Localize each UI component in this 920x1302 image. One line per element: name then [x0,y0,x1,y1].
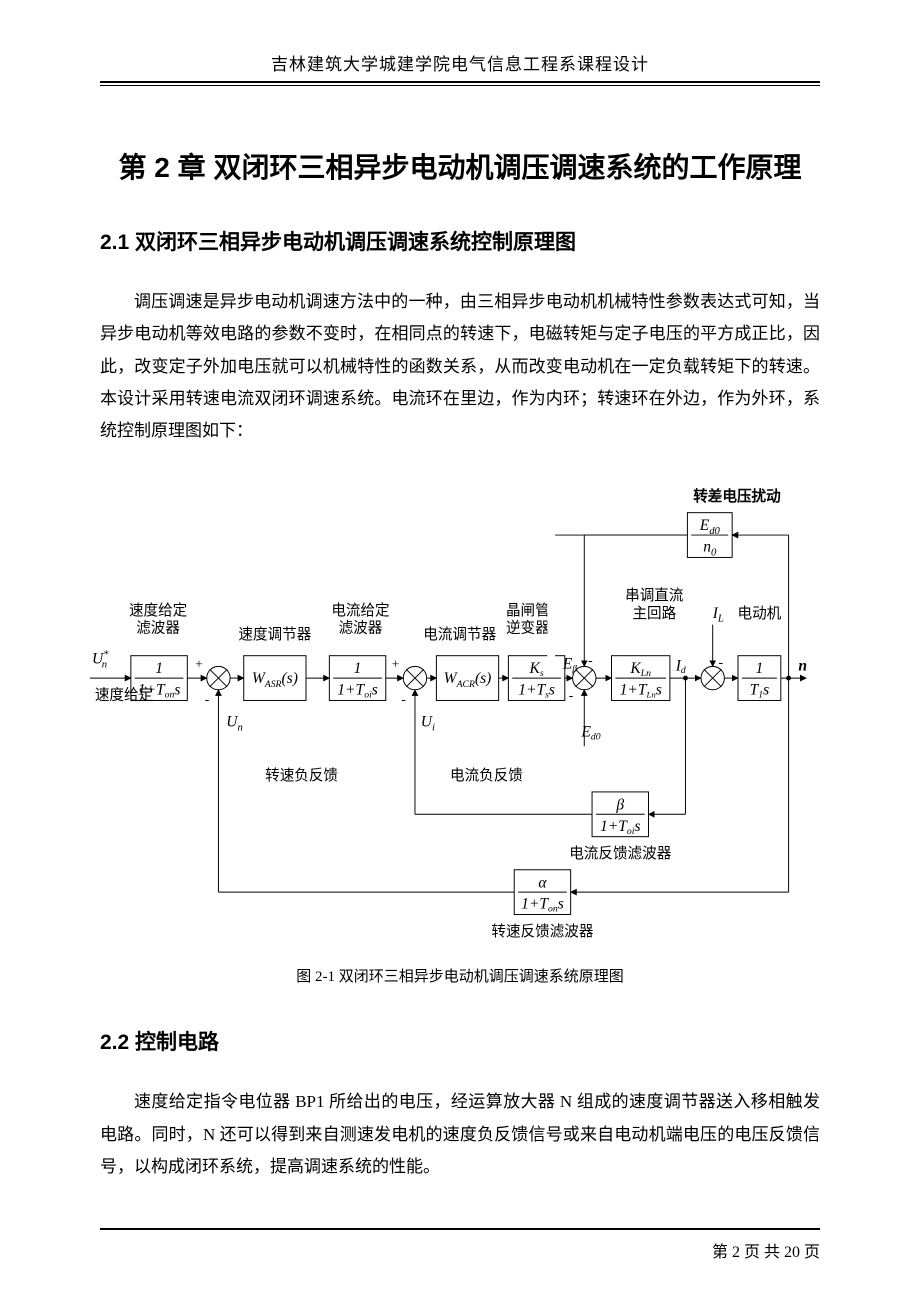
section-2-1-title: 2.1 双闭环三相异步电动机调压调速系统控制原理图 [100,226,820,256]
svg-text:Ks: Ks [529,661,544,680]
svg-text:-: - [569,688,574,703]
label-currset-filter1: 电流给定 [331,602,389,619]
svg-text:n: n [798,658,807,675]
section-2-2-title: 2.2 控制电路 [100,1026,820,1056]
svg-text:1: 1 [155,661,163,678]
figure-2-1-block-diagram: 转差电压扰动 Ed0 n0 串调直流 主回路 IL 电动机 速度给定 滤波器 速… [90,477,810,957]
svg-text:-: - [205,692,210,707]
svg-text:Ed0: Ed0 [580,724,600,743]
svg-text:KLn: KLn [629,661,651,680]
svg-text:-: - [588,653,593,668]
svg-text:1+Tons: 1+Tons [138,682,181,701]
label-speedset-filter1: 速度给定 [129,602,187,619]
label-currset-filter2: 滤波器 [339,620,383,637]
page-number: 第 2 页 共 20 页 [100,1238,820,1262]
figure-2-1-caption: 图 2-1 双闭环三相异步电动机调压调速系统原理图 [100,965,820,986]
paragraph-2-1: 调压调速是异步电动机调速方法中的一种，由三相异步电动机机械特性参数表达式可知，当… [100,286,820,447]
svg-text:Id: Id [675,658,686,677]
label-curr-reg: 电流调节器 [423,627,496,644]
svg-text:-: - [719,655,724,670]
svg-text:+: + [195,657,203,672]
svg-text:β: β [615,797,624,814]
chapter-title: 第 2 章 双闭环三相异步电动机调压调速系统的工作原理 [100,146,820,186]
label-main-loop1: 串调直流 [625,588,684,605]
label-speedset-filter2: 滤波器 [136,620,180,637]
svg-text:T1s: T1s [750,682,770,701]
svg-text:-: - [401,692,406,707]
label-thy2: 逆变器 [506,620,550,637]
svg-text:1+Tois: 1+Tois [600,818,641,837]
svg-text:Ui: Ui [421,714,435,734]
label-speed-reg: 速度调节器 [238,627,311,644]
label-thy1: 晶闸管 [506,602,550,619]
svg-text:α: α [538,875,547,892]
label-main-loop2: 主回路 [632,605,676,622]
head-rule [100,85,820,86]
svg-text:Un: Un [226,714,243,734]
label-disturbance: 转差电压扰动 [693,487,781,505]
svg-text:1+Tss: 1+Tss [518,682,555,701]
label-curr-fb-filter: 电流反馈滤波器 [569,846,671,863]
label-curr-fb: 电流负反馈 [450,768,523,785]
svg-text:1+Tons: 1+Tons [521,896,564,915]
svg-text:Ed0: Ed0 [699,518,721,538]
label-speed-fb-filter: 转速反馈滤波器 [491,923,593,940]
svg-text:n0: n0 [703,539,717,559]
svg-text:+: + [392,657,400,672]
running-head: 吉林建筑大学城建学院电气信息工程系课程设计 [100,50,820,83]
svg-text:WASR(s): WASR(s) [252,670,298,690]
svg-text:WACR(s): WACR(s) [444,670,492,690]
svg-text:U*n: U*n [92,649,109,671]
svg-text:1: 1 [756,661,764,678]
svg-text:1+TLns: 1+TLns [620,682,662,700]
svg-text:1+Tois: 1+Tois [337,682,378,701]
paragraph-2-2: 速度给定指令电位器 BP1 所给出的电压，经运算放大器 N 组成的速度调节器送入… [100,1086,820,1183]
label-motor: 电动机 [738,605,782,622]
svg-text:IL: IL [712,605,724,625]
label-speed-fb: 转速负反馈 [265,768,338,785]
svg-text:1: 1 [354,661,362,678]
page-footer: 第 2 页 共 20 页 [100,1228,820,1262]
